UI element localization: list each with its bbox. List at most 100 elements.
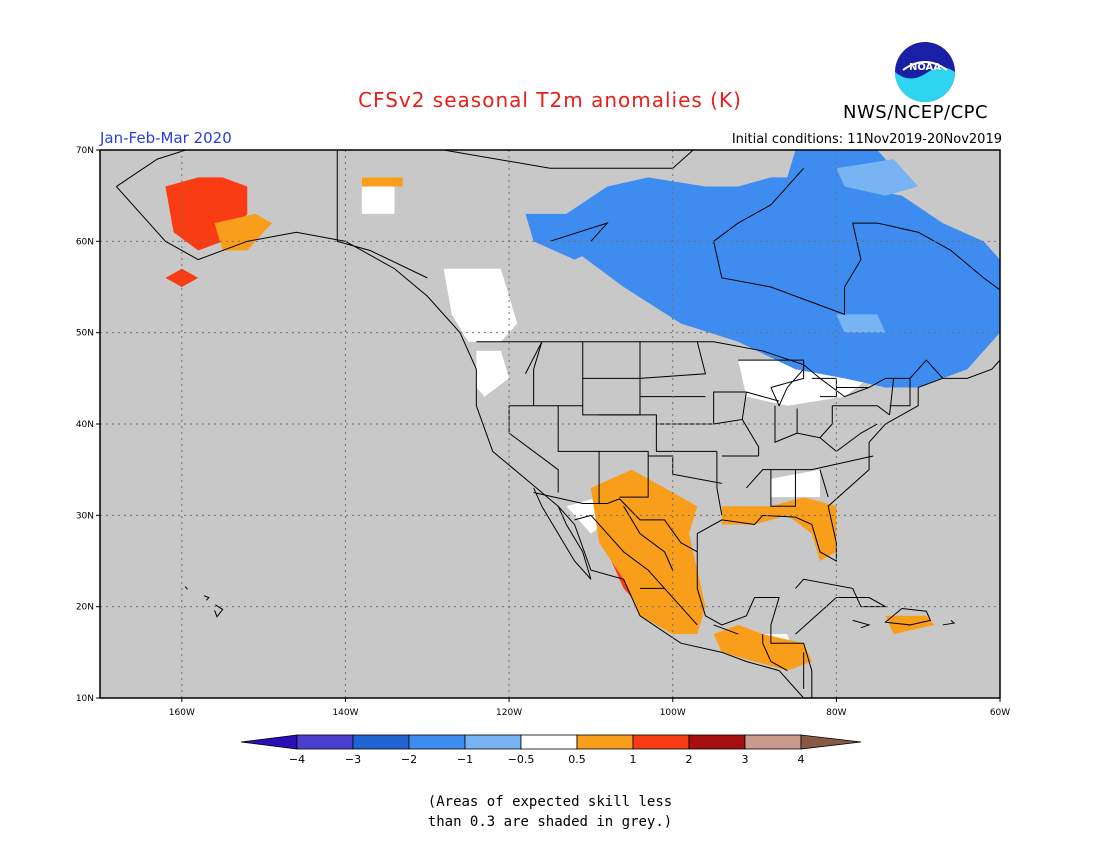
coastline-19 (476, 341, 944, 398)
anomaly-region-10 (590, 469, 706, 635)
coastline-33 (648, 455, 722, 484)
colorbar-label: −2 (401, 753, 417, 766)
anomaly-region-0 (566, 177, 1000, 388)
lat-label: 20N (76, 603, 94, 613)
coastline-9 (942, 619, 956, 626)
coastline-8 (884, 607, 932, 626)
coastline-46 (889, 378, 911, 407)
coastline-13 (184, 586, 188, 590)
lat-label: 30N (76, 511, 94, 521)
lat-label: 70N (76, 146, 94, 156)
agency-label: NWS/NCEP/CPC (843, 102, 989, 123)
anomaly-region-4 (836, 314, 886, 333)
colorbar-label: 3 (742, 753, 749, 766)
noaa-logo: NOAA (893, 40, 957, 108)
coastline-21 (533, 492, 698, 553)
coastline-28 (557, 405, 600, 504)
colorbar-swatch (464, 734, 522, 750)
coastline-11 (214, 604, 224, 618)
coastline-41 (774, 405, 798, 444)
coastline-5 (713, 222, 1000, 316)
coastline-7 (795, 578, 888, 635)
coastline-30 (639, 396, 706, 415)
colorbar-label: −1 (457, 753, 473, 766)
colorbar-label: 2 (686, 753, 693, 766)
lon-label: 120W (496, 708, 522, 718)
coastline-39 (770, 469, 796, 507)
colorbar-swatch (576, 734, 634, 750)
coastline-34 (656, 391, 747, 425)
coastline-20 (336, 150, 428, 279)
coastline-40 (746, 391, 780, 402)
colorbar-label: −4 (289, 753, 305, 766)
coastline-0 (116, 150, 694, 187)
coastline-47 (741, 419, 760, 456)
lat-label: 60N (76, 237, 94, 247)
skill-note-line-1: (Areas of expected skill less (427, 794, 673, 810)
coastline-48 (819, 469, 829, 498)
colorbar-swatch (296, 734, 354, 750)
colorbar-swatch (408, 734, 466, 750)
coastline-42 (796, 405, 833, 439)
neutral-region-2 (476, 350, 510, 397)
anomaly-region-7 (214, 213, 272, 251)
colorbar-swatch (352, 734, 410, 750)
coastline-22 (525, 341, 543, 374)
colorbar-swatch (632, 734, 690, 750)
coastline-31 (639, 341, 707, 379)
lon-label: 100W (660, 708, 686, 718)
colorbar-high-arrow (800, 734, 862, 750)
initial-conditions: Initial conditions: 11Nov2019-20Nov2019 (731, 132, 1002, 147)
coastline-43 (819, 423, 878, 453)
lat-label: 10N (76, 694, 94, 704)
colorbar-swatch (520, 734, 578, 750)
coastline-29 (599, 414, 717, 452)
coastline-45 (889, 378, 895, 415)
coastline-36 (716, 451, 723, 516)
coastline-23 (582, 341, 641, 379)
coastline-50 (623, 505, 674, 571)
anomaly-region-1 (525, 213, 616, 260)
colorbar-swatch (688, 734, 746, 750)
coastline-1 (115, 186, 805, 698)
colorbar-low-arrow (240, 734, 298, 750)
coastline-3 (696, 551, 813, 698)
colorbar-label: 1 (630, 753, 637, 766)
map-title: CFSv2 seasonal T2m anomalies (K) (358, 88, 742, 112)
colorbar-label: −3 (345, 753, 361, 766)
coastline-12 (203, 595, 210, 601)
colorbar-swatch (744, 734, 802, 750)
skill-note-line-2: than 0.3 are shaded in grey.) (427, 814, 673, 830)
lon-label: 60W (990, 708, 1010, 718)
coastline-44 (832, 405, 890, 416)
coastline-27 (508, 405, 559, 493)
anomaly-region-12 (713, 624, 812, 671)
coastline-4 (696, 359, 1000, 562)
coastline-26 (509, 341, 543, 407)
coastline-16 (770, 368, 805, 407)
coastline-32 (599, 450, 649, 498)
anomaly-region-3 (836, 159, 919, 196)
coastline-53 (762, 634, 788, 672)
lon-label: 80W (826, 708, 846, 718)
anomaly-region-8 (361, 177, 403, 187)
skill-note: (Areas of expected skill less than 0.3 a… (0, 792, 1100, 832)
lat-label: 40N (76, 420, 94, 430)
forecast-period: Jan-Feb-Mar 2020 (100, 129, 232, 147)
coastline-6 (713, 167, 805, 242)
anomaly-region-11 (721, 497, 837, 561)
coastline-14 (549, 222, 609, 242)
coastline-2 (533, 487, 592, 580)
colorbar-label: −0.5 (508, 753, 535, 766)
lat-label: 50N (76, 329, 94, 339)
lon-label: 160W (169, 708, 195, 718)
colorbar-label: 0.5 (568, 753, 586, 766)
colorbar-label: 4 (798, 753, 805, 766)
coastline-52 (713, 624, 739, 635)
coastline-10 (852, 619, 871, 629)
neutral-region-0 (443, 268, 518, 342)
coastline-49 (574, 514, 698, 626)
svg-text:NOAA: NOAA (909, 62, 941, 73)
lon-label: 140W (332, 708, 358, 718)
